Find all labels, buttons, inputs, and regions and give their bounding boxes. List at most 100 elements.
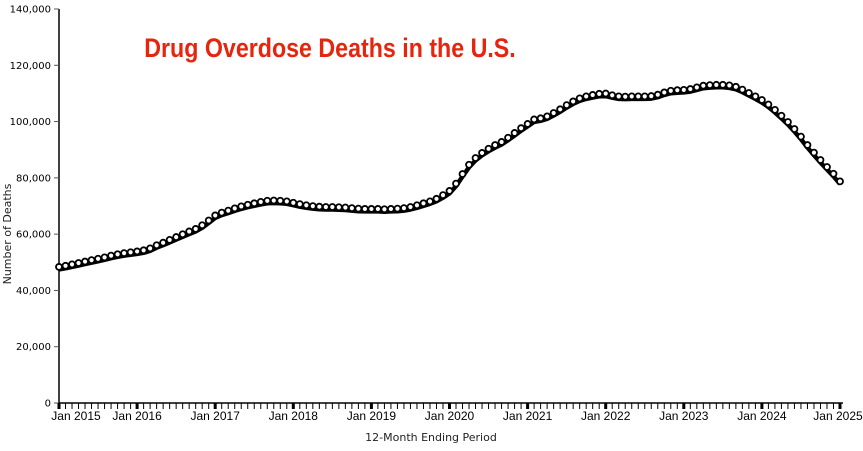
series-path [58,85,842,272]
data-point [543,112,552,121]
data-point [191,225,200,233]
data-point [276,196,285,205]
data-point [432,194,441,203]
data-point [302,201,311,210]
data-point [400,204,408,212]
data-point [113,250,122,259]
data-point [426,197,434,206]
data-point [510,129,519,137]
data-point [308,202,317,211]
y-axis-title: Number of Deaths [1,183,14,284]
data-point [198,221,207,230]
data-point [360,205,369,213]
y-tick-label: 20,000 [16,342,51,353]
y-tick-label: 120,000 [10,61,51,72]
data-point [523,120,532,128]
x-tick-label: Jan 2024 [737,409,787,423]
data-point [347,204,356,212]
data-point [569,97,578,106]
data-point [217,208,226,217]
x-tick-label: Jan 2021 [503,409,553,423]
data-point [295,200,304,209]
data-point [74,259,83,267]
data-point [367,205,376,213]
data-point [269,196,278,205]
data-point [556,105,565,114]
x-tick-label: Jan 2017 [191,409,241,423]
data-point [692,83,701,92]
data-point [836,177,844,186]
data-point [660,88,669,97]
data-point [100,253,109,262]
data-point [588,91,597,99]
data-point [725,81,734,90]
data-point [445,187,454,195]
x-tick-label: Jan 2019 [347,409,397,423]
data-point [419,199,428,208]
data-point [764,100,773,109]
data-point [146,244,155,253]
x-tick-label: Jan 2022 [581,409,631,423]
x-tick-label: Jan 2023 [659,409,709,423]
data-point [439,191,447,200]
data-point [256,198,265,206]
data-point [738,85,747,94]
data-point [777,111,786,120]
data-point [55,263,63,271]
data-point [478,149,486,157]
data-point [718,80,727,89]
data-point [172,233,181,241]
y-tick-label: 140,000 [10,5,51,16]
data-point [139,246,148,255]
data-point [211,211,220,220]
data-point [387,205,395,213]
data-point [803,141,812,149]
data-point [61,261,70,270]
chart-title: Drug Overdose Deaths in the U.S. [144,33,515,63]
data-point [406,203,415,211]
data-point [321,203,330,211]
data-point [517,124,525,133]
data-point [491,141,499,149]
data-point [705,81,714,90]
data-point [159,238,168,247]
data-point [712,80,721,89]
data-point [771,105,779,114]
data-point [790,125,799,133]
data-point [582,92,591,101]
data-point [243,200,252,209]
data-point [640,92,649,101]
data-point [393,204,402,213]
data-point [758,96,766,104]
data-point [751,92,760,101]
data-point [608,91,617,100]
series-line [55,80,844,272]
data-point [744,89,753,97]
data-point [328,203,337,211]
data-point [679,85,688,94]
data-point [731,82,740,91]
y-axis: 0 20,000 40,000 60,000 80,000 100,000 120,000 1… [10,5,60,410]
data-point [237,202,246,211]
data-point [686,85,695,93]
data-point [152,241,161,250]
data-point [374,205,382,213]
data-point [549,109,558,117]
data-point [289,198,298,207]
data-point [614,92,623,101]
x-tick-label: Jan 2020 [425,409,475,423]
data-point [536,114,545,123]
data-point [797,132,805,141]
data-point [126,248,135,257]
y-tick-label: 80,000 [16,173,51,184]
x-axis: Jan 2015 Jan 2016 Jan 2017 Jan 2018 Jan 2019… [51,402,863,423]
data-point [452,179,460,188]
data-point [120,249,128,258]
data-point [250,199,259,208]
x-tick-label: Jan 2025 [813,409,863,423]
data-point [784,118,792,126]
data-point [484,144,493,153]
data-point [471,154,480,162]
data-point [204,216,213,225]
